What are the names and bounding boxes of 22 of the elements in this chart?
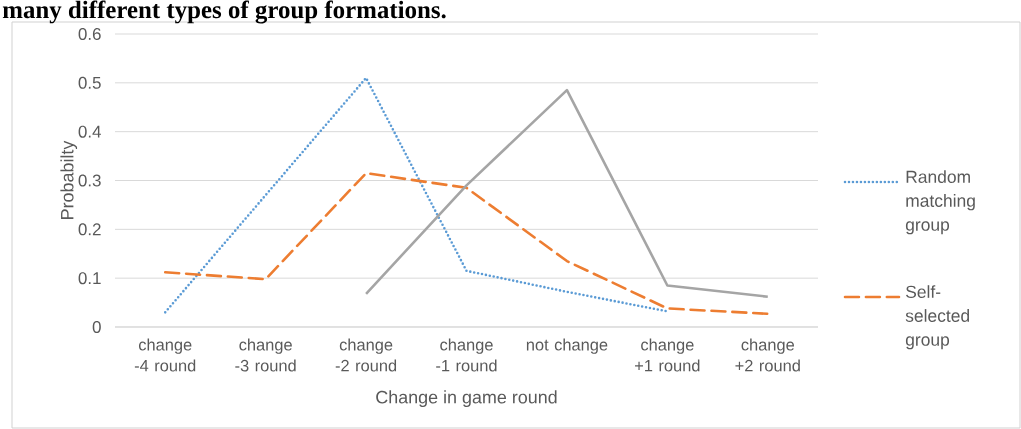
y-tick-label: 0: [92, 321, 101, 333]
y-tick-label: 0.5: [78, 76, 101, 89]
x-tick-label: change +1 round: [635, 338, 700, 372]
y-tick-label: 0.1: [78, 272, 101, 285]
x-axis-title: Change in game round: [376, 390, 557, 408]
y-tick-label: 0.3: [78, 174, 101, 187]
chart-title: many different types of group formations.: [2, 0, 446, 24]
x-tick-label: change -4 round: [134, 338, 196, 372]
line-series: [364, 88, 770, 299]
y-tick-label: 0.6: [78, 28, 101, 40]
x-tick-label: not change: [526, 338, 608, 354]
legend-label: Random matching group: [905, 170, 975, 235]
y-axis-title: Probabilty: [60, 140, 78, 219]
line-series: [163, 76, 669, 314]
y-tick-label: 0.4: [78, 125, 101, 138]
x-tick-label: change +2 round: [735, 338, 800, 372]
y-tick-label: 0.2: [78, 223, 101, 236]
x-tick-label: change -1 round: [436, 338, 497, 372]
line-series: [163, 171, 770, 316]
x-tick-label: change -2 round: [335, 338, 397, 372]
legend-label: Self-selected group: [905, 285, 970, 350]
x-tick-label: change -3 round: [235, 338, 296, 372]
